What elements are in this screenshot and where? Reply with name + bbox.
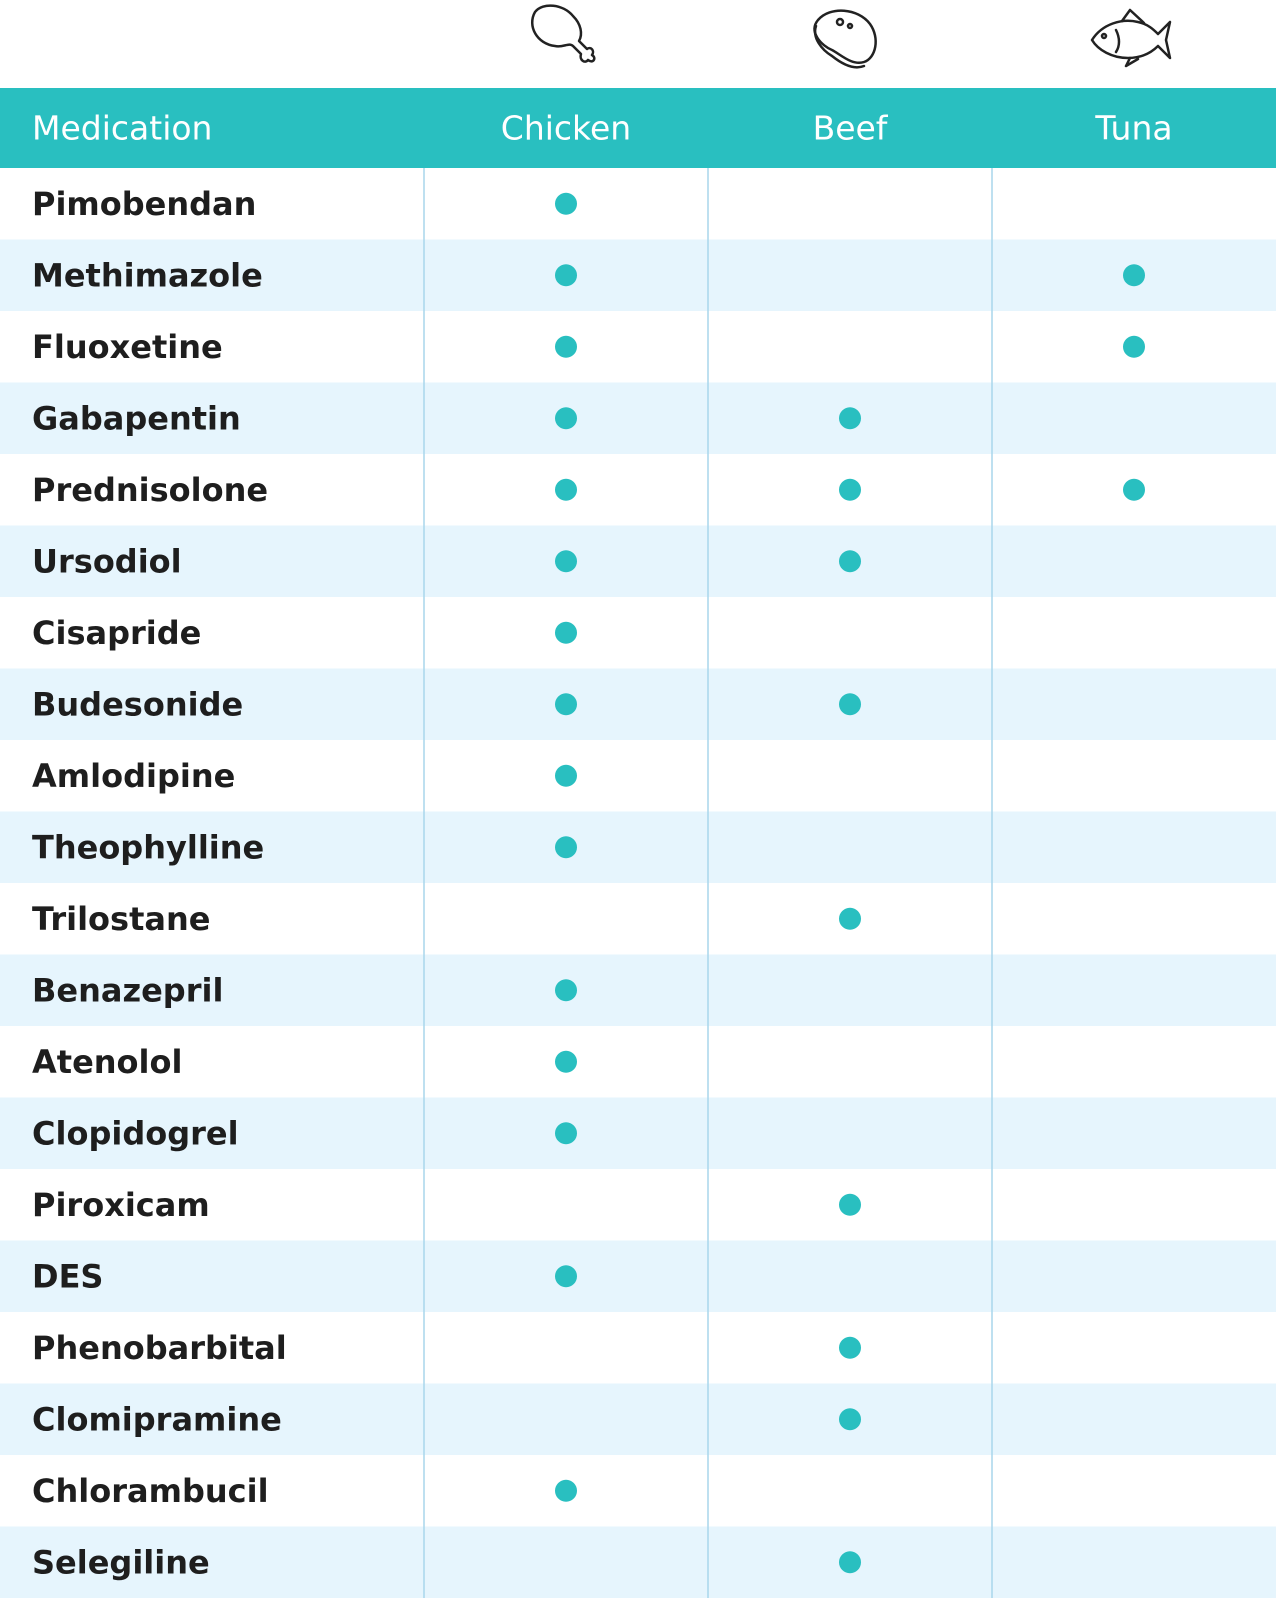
medication-name: Clopidogrel xyxy=(32,1114,239,1152)
medication-name: Chlorambucil xyxy=(32,1472,269,1510)
row-band-alt xyxy=(0,954,1276,1026)
compatibility-dot xyxy=(555,836,577,859)
compatibility-dot xyxy=(555,550,577,573)
tuna-icon xyxy=(1090,8,1172,68)
header-band xyxy=(0,88,1276,168)
row-band-alt xyxy=(0,382,1276,454)
row-band xyxy=(0,1312,1276,1384)
medication-name: Clomipramine xyxy=(32,1400,282,1438)
compatibility-dot xyxy=(555,764,577,787)
compatibility-dot xyxy=(555,979,577,1002)
compatibility-dot xyxy=(839,1551,861,1574)
medication-name: Phenobarbital xyxy=(32,1329,287,1367)
medication-name: Budesonide xyxy=(32,685,243,723)
column-header: Tuna xyxy=(1094,109,1172,148)
compatibility-dot xyxy=(839,1336,861,1359)
row-band xyxy=(0,597,1276,669)
row-band-alt xyxy=(0,811,1276,883)
chicken-icon xyxy=(530,4,596,63)
row-band xyxy=(0,454,1276,526)
compatibility-dot xyxy=(1123,335,1145,358)
row-band-alt xyxy=(0,525,1276,597)
medication-name: Piroxicam xyxy=(32,1186,210,1224)
medication-name: Gabapentin xyxy=(32,399,241,437)
medication-name: Theophylline xyxy=(32,828,264,866)
column-header: Beef xyxy=(813,109,889,148)
compatibility-dot xyxy=(555,1050,577,1073)
row-band xyxy=(0,740,1276,812)
compatibility-dot xyxy=(839,1408,861,1431)
compatibility-dot xyxy=(555,621,577,644)
row-band xyxy=(0,1455,1276,1527)
compatibility-dot xyxy=(839,693,861,716)
medication-name: Pimobendan xyxy=(32,185,256,223)
compatibility-dot xyxy=(555,407,577,430)
compatibility-dot xyxy=(555,192,577,215)
beef-icon xyxy=(813,9,877,69)
compatibility-dot xyxy=(555,335,577,358)
medication-name: Selegiline xyxy=(32,1543,210,1581)
medication-name: Amlodipine xyxy=(32,757,235,795)
row-band-alt xyxy=(0,239,1276,311)
medication-name: Trilostane xyxy=(32,900,210,938)
medication-name: Atenolol xyxy=(32,1043,182,1081)
row-band xyxy=(0,1169,1276,1241)
row-band-alt xyxy=(0,1383,1276,1455)
compatibility-dot xyxy=(555,1122,577,1145)
compatibility-dot xyxy=(839,1193,861,1216)
row-band xyxy=(0,168,1276,240)
row-band-alt xyxy=(0,1097,1276,1169)
compatibility-dot xyxy=(839,907,861,930)
compatibility-dot xyxy=(555,478,577,501)
medication-name: Prednisolone xyxy=(32,471,268,509)
compatibility-dot xyxy=(555,264,577,287)
compatibility-dot xyxy=(555,1479,577,1502)
row-band xyxy=(0,1026,1276,1098)
medication-name: Fluoxetine xyxy=(32,328,223,366)
column-header: Chicken xyxy=(501,109,631,148)
compatibility-dot xyxy=(839,550,861,573)
medication-name: Methimazole xyxy=(32,256,263,294)
compatibility-dot xyxy=(1123,264,1145,287)
compatibility-dot xyxy=(839,407,861,430)
medication-name: Benazepril xyxy=(32,971,223,1009)
row-band-alt xyxy=(0,1240,1276,1312)
medication-name: Ursodiol xyxy=(32,542,182,580)
row-band xyxy=(0,883,1276,955)
medication-name: Cisapride xyxy=(32,614,201,652)
compatibility-dot xyxy=(1123,478,1145,501)
row-band xyxy=(0,311,1276,383)
row-band-alt xyxy=(0,1526,1276,1598)
row-band-alt xyxy=(0,668,1276,740)
compatibility-dot xyxy=(555,693,577,716)
compatibility-dot xyxy=(839,478,861,501)
compatibility-dot xyxy=(555,1265,577,1288)
column-header: Medication xyxy=(32,109,212,148)
medication-name: DES xyxy=(32,1257,103,1295)
